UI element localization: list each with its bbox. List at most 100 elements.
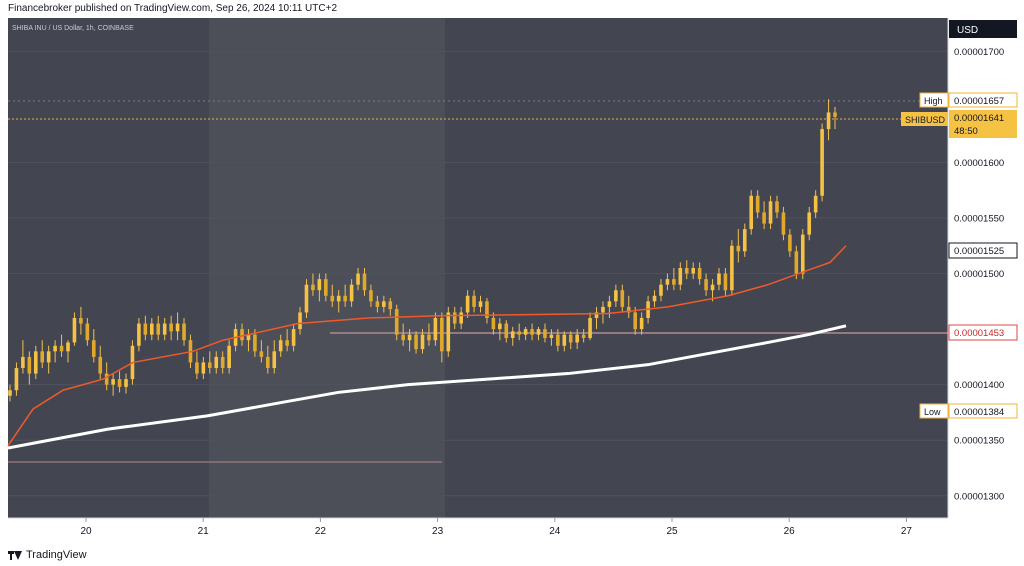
candle-body-89 (581, 334, 586, 338)
candle-body-49 (324, 279, 328, 296)
y-tick-0: 0.00001700 (954, 47, 1004, 58)
ma-slow-value-badge (948, 324, 1018, 341)
candle-body-101 (659, 284, 663, 296)
candle-body-16 (111, 379, 115, 385)
candle-body-88 (575, 334, 579, 343)
candle-body-46 (304, 284, 309, 313)
candle-body-94 (614, 290, 618, 302)
candle-body-38 (253, 334, 257, 352)
low-label: Low (924, 407, 941, 417)
footer: TradingView (8, 547, 87, 563)
candle-body-3 (27, 356, 32, 374)
candle-body-26 (175, 323, 180, 332)
candle-body-85 (556, 334, 560, 346)
x-tick-1: 21 (198, 526, 210, 537)
candle-body-63 (414, 334, 418, 350)
candle-body-65 (427, 334, 431, 341)
candle-body-13 (91, 340, 96, 357)
candle-body-37 (246, 334, 251, 341)
x-tick-7: 27 (901, 526, 913, 537)
session-shading (209, 18, 445, 518)
bottom-axis-bg (8, 518, 1018, 540)
y-axis-ticks: 0.00001700 0.00001600 0.00001550 0.00001500… (954, 47, 1004, 502)
currency-label: USD (957, 25, 978, 36)
candle-body-113 (736, 245, 741, 252)
candle-body-81 (530, 329, 534, 335)
candle-body-64 (420, 334, 425, 350)
candle-body-110 (717, 273, 721, 285)
candle-body-73 (478, 301, 483, 307)
candle-body-93 (607, 301, 612, 307)
candle-body-95 (620, 290, 625, 307)
candle-body-117 (762, 212, 766, 224)
candle-body-53 (349, 284, 354, 302)
x-tick-4: 24 (549, 526, 561, 537)
footer-brand: TradingView (26, 549, 87, 561)
candle-body-107 (697, 268, 702, 280)
candle-body-54 (356, 273, 360, 285)
candle-body-80 (523, 329, 528, 335)
candle-body-4 (33, 351, 38, 374)
x-axis-ticks: 20 21 22 23 24 25 26 27 (80, 518, 912, 537)
candle-body-15 (104, 373, 109, 385)
candle-body-29 (195, 362, 199, 374)
ma-slow-value: 0.00001453 (954, 328, 1004, 339)
candle-body-92 (601, 306, 605, 313)
candle-body-52 (343, 295, 347, 302)
candle-body-114 (742, 229, 747, 252)
high-value: 0.00001657 (954, 96, 1004, 107)
candle-body-84 (549, 334, 554, 338)
candle-body-34 (227, 345, 231, 368)
candle-body-56 (369, 290, 373, 302)
candle-body-90 (588, 318, 592, 338)
candle-body-27 (182, 323, 186, 341)
candle-body-55 (362, 273, 367, 291)
candle-body-33 (220, 356, 225, 368)
candle-body-10 (72, 318, 77, 343)
candle-body-86 (562, 334, 567, 346)
ma-fast-value-badge (948, 242, 1018, 259)
candle-body-72 (472, 295, 476, 307)
plot-background (8, 18, 948, 518)
candle-body-39 (259, 351, 264, 357)
candle-body-116 (755, 195, 760, 213)
high-value-badge (948, 92, 1018, 108)
current-price-badge (949, 110, 1017, 138)
candle-body-83 (543, 329, 547, 338)
candle-body-60 (394, 309, 399, 335)
candle-body-69 (452, 312, 457, 324)
candle-body-40 (266, 356, 270, 368)
candle-body-82 (536, 329, 541, 335)
candle-body-120 (781, 212, 786, 235)
y-tick-6: 0.00001300 (954, 491, 1004, 502)
candle-body-112 (730, 245, 734, 291)
candle-body-68 (446, 312, 451, 352)
candle-body-105 (684, 268, 689, 274)
candle-body-123 (800, 234, 805, 274)
candle-body-21 (143, 323, 148, 335)
candle-body-14 (98, 356, 103, 374)
candle-body-50 (330, 295, 335, 302)
candle-body-31 (208, 362, 212, 368)
candle-body-11 (79, 318, 83, 324)
candle-body-43 (285, 340, 289, 346)
candle-body-51 (336, 295, 341, 302)
candle-body-9 (66, 342, 70, 352)
candle-body-79 (517, 331, 521, 335)
candle-body-0 (8, 390, 12, 396)
symbol-badge (901, 112, 948, 126)
candle-body-126 (820, 129, 824, 196)
currency-badge (949, 20, 1017, 38)
candle-body-77 (504, 323, 509, 338)
current-price-value: 0.00001641 (954, 113, 1004, 124)
y-tick-3: 0.00001500 (954, 269, 1004, 280)
candle-body-71 (465, 295, 470, 313)
candle-body-30 (201, 362, 206, 374)
candle-body-102 (665, 279, 670, 285)
candle-body-127 (826, 112, 831, 130)
candle-body-109 (710, 284, 715, 291)
x-tick-6: 26 (784, 526, 796, 537)
ma-slow-line (7, 324, 847, 450)
y-tick-4: 0.00001400 (954, 380, 1004, 391)
